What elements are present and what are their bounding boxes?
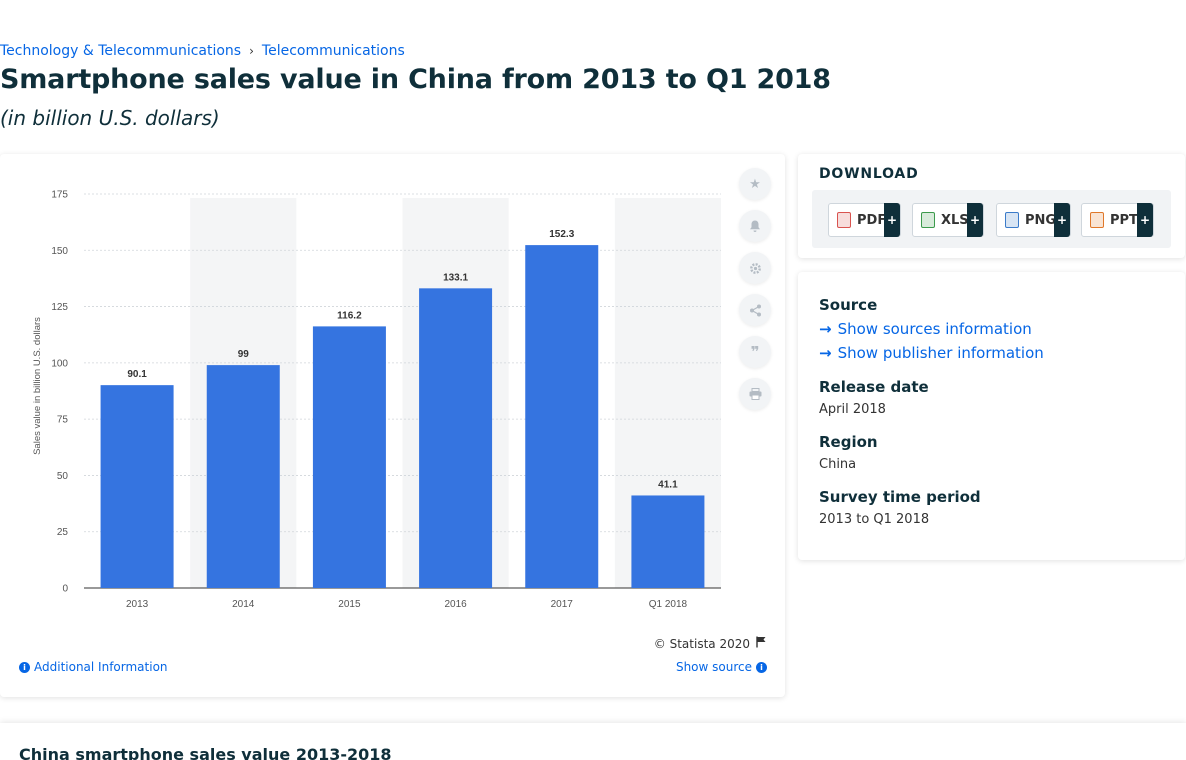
y-axis-label: Sales value in billion U.S. dollars bbox=[32, 317, 43, 455]
download-card: DOWNLOAD PDF + XLS + PNG + PPT + bbox=[798, 154, 1185, 258]
show-publisher-label: Show publisher information bbox=[837, 344, 1044, 362]
share-icon[interactable] bbox=[739, 294, 771, 326]
x-tick-label: 2017 bbox=[551, 599, 574, 610]
arrow-right-icon: → bbox=[819, 344, 832, 362]
copyright-text: © Statista 2020 bbox=[653, 636, 750, 651]
region-value: China bbox=[819, 457, 857, 472]
info-icon: i bbox=[19, 661, 30, 673]
star-icon[interactable]: ★ bbox=[739, 168, 771, 200]
additional-info-label: Additional Information bbox=[34, 660, 168, 674]
breadcrumb-link-tech[interactable]: Technology & Telecommunications bbox=[0, 43, 242, 59]
download-xls-button[interactable]: XLS + bbox=[912, 203, 984, 237]
bell-icon[interactable] bbox=[739, 210, 771, 242]
download-xls-label: XLS bbox=[941, 212, 969, 228]
show-sources-label: Show sources information bbox=[837, 320, 1032, 338]
page-title: Smartphone sales value in China from 201… bbox=[0, 64, 831, 95]
show-publisher-link[interactable]: → Show publisher information bbox=[819, 344, 1044, 362]
bar bbox=[631, 495, 705, 588]
description-title: China smartphone sales value 2013-2018 bbox=[19, 745, 392, 760]
x-tick-label: 2013 bbox=[126, 599, 149, 610]
download-png-label: PNG bbox=[1025, 212, 1057, 228]
download-png-button[interactable]: PNG + bbox=[996, 203, 1071, 237]
bar bbox=[525, 245, 599, 588]
additional-info-link[interactable]: i Additional Information bbox=[19, 660, 168, 674]
data-label: 152.3 bbox=[549, 229, 574, 240]
x-tick-label: 2015 bbox=[338, 599, 361, 610]
download-pdf-label: PDF bbox=[857, 212, 887, 228]
statistic-details-card: Source → Show sources information → Show… bbox=[798, 272, 1185, 560]
gear-icon[interactable] bbox=[739, 252, 771, 284]
show-sources-link[interactable]: → Show sources information bbox=[819, 320, 1032, 338]
y-tick-label: 125 bbox=[51, 302, 68, 313]
show-source-link[interactable]: Show source i bbox=[676, 660, 767, 674]
y-tick-label: 0 bbox=[62, 584, 68, 595]
survey-period-value: 2013 to Q1 2018 bbox=[819, 512, 930, 527]
breadcrumb-link-telecom[interactable]: Telecommunications bbox=[261, 43, 405, 59]
download-ppt-label: PPT bbox=[1110, 212, 1138, 228]
y-tick-label: 50 bbox=[57, 471, 69, 482]
x-tick-label: 2014 bbox=[232, 599, 255, 610]
bar bbox=[312, 326, 386, 588]
breadcrumb-separator: › bbox=[249, 44, 254, 58]
download-title: DOWNLOAD bbox=[819, 166, 919, 182]
plus-icon[interactable]: + bbox=[1137, 203, 1153, 237]
region-label: Region bbox=[819, 433, 878, 451]
y-tick-label: 100 bbox=[51, 358, 68, 369]
print-icon[interactable] bbox=[739, 378, 771, 410]
survey-period-label: Survey time period bbox=[819, 488, 981, 506]
chart-toolbar: ★ ❞ bbox=[739, 168, 771, 410]
bar bbox=[206, 365, 280, 588]
png-file-icon bbox=[1005, 212, 1019, 228]
ppt-file-icon bbox=[1090, 212, 1104, 228]
source-label: Source bbox=[819, 296, 878, 314]
pdf-file-icon bbox=[837, 212, 851, 228]
bar bbox=[419, 288, 493, 588]
x-tick-label: 2016 bbox=[444, 599, 467, 610]
y-tick-label: 75 bbox=[57, 415, 69, 426]
copyright: © Statista 2020 bbox=[654, 636, 767, 651]
data-label: 41.1 bbox=[658, 479, 678, 490]
flag-icon[interactable] bbox=[756, 636, 767, 651]
page-subtitle: (in billion U.S. dollars) bbox=[0, 106, 220, 130]
download-pdf-button[interactable]: PDF + bbox=[828, 203, 901, 237]
bar-chart: 0 25 50 75 100 125 150 175 Sales value in billio… bbox=[32, 190, 721, 610]
info-icon: i bbox=[756, 661, 767, 673]
xls-file-icon bbox=[921, 212, 935, 228]
y-tick-label: 150 bbox=[51, 246, 68, 257]
data-label: 90.1 bbox=[127, 369, 147, 380]
y-tick-label: 25 bbox=[57, 527, 69, 538]
release-date-value: April 2018 bbox=[819, 402, 886, 417]
plus-icon[interactable]: + bbox=[884, 203, 900, 237]
data-label: 99 bbox=[238, 349, 250, 360]
data-label: 133.1 bbox=[443, 272, 468, 283]
plus-icon[interactable]: + bbox=[1054, 203, 1070, 237]
show-source-label: Show source bbox=[675, 660, 752, 674]
y-tick-label: 175 bbox=[51, 190, 68, 201]
x-tick-label: Q1 2018 bbox=[649, 599, 688, 610]
arrow-right-icon: → bbox=[819, 320, 832, 338]
quote-icon[interactable]: ❞ bbox=[739, 336, 771, 368]
description-card: China smartphone sales value 2013-2018 bbox=[0, 723, 1186, 760]
plus-icon[interactable]: + bbox=[967, 203, 983, 237]
download-ppt-button[interactable]: PPT + bbox=[1081, 203, 1154, 237]
breadcrumb: Technology & Telecommunications › Teleco… bbox=[0, 43, 405, 59]
release-date-label: Release date bbox=[819, 378, 929, 396]
data-label: 116.2 bbox=[337, 310, 362, 321]
chart-card: 0 25 50 75 100 125 150 175 Sales value in billio… bbox=[0, 154, 785, 697]
bar bbox=[100, 385, 174, 588]
download-strip: PDF + XLS + PNG + PPT + bbox=[812, 190, 1171, 248]
